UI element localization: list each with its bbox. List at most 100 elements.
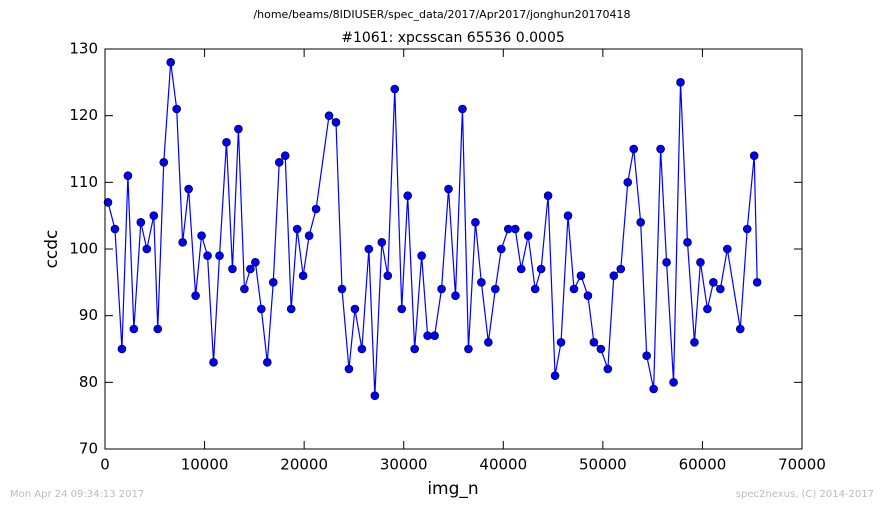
data-point [292, 224, 302, 234]
data-point [636, 218, 645, 227]
data-point [696, 258, 705, 267]
data-point [583, 291, 593, 300]
data-point [451, 291, 460, 300]
data-point [444, 184, 453, 194]
data-point [510, 224, 520, 234]
data-point [569, 284, 579, 294]
data-point [596, 344, 606, 354]
data-point [471, 218, 480, 227]
data-point [477, 278, 486, 287]
data-point [178, 238, 187, 247]
data-point [209, 358, 218, 367]
suptitle: /home/beams/8IDIUSER/spec_data/2017/Apr2… [253, 8, 630, 21]
data-point [656, 144, 665, 154]
data-point [458, 104, 467, 114]
x-tick-label: 0 [100, 456, 110, 474]
data-point [536, 264, 546, 274]
x-tick-label: 60000 [679, 456, 727, 474]
data-point [716, 284, 725, 294]
data-point [403, 191, 412, 200]
data-point [383, 271, 393, 280]
data-point [110, 224, 120, 234]
data-point [123, 171, 133, 180]
data-point [103, 198, 113, 207]
y-tick-label: 70 [79, 440, 98, 458]
data-point [251, 258, 260, 267]
data-point [430, 331, 439, 340]
data-point [215, 251, 224, 260]
data-point [589, 338, 599, 347]
data-point [337, 284, 347, 294]
data-point [417, 251, 426, 260]
data-point [649, 384, 658, 394]
data-point [274, 158, 284, 167]
data-point [629, 144, 639, 154]
y-tick-label: 90 [79, 306, 98, 324]
data-point [136, 218, 146, 227]
y-tick-label: 130 [69, 40, 98, 58]
x-tick-label: 40000 [479, 456, 527, 474]
data-point [662, 258, 671, 267]
data-point [311, 204, 321, 214]
y-tick-label: 120 [69, 106, 98, 124]
data-point [268, 278, 278, 287]
data-point [690, 338, 699, 347]
data-point [576, 271, 586, 280]
data-point [184, 184, 193, 194]
x-tick-label: 50000 [579, 456, 627, 474]
footer-left: Mon Apr 24 09:34:13 2017 [10, 489, 144, 500]
chart-title: #1061: xpcsscan 65536 0.0005 [341, 30, 565, 46]
data-point [556, 338, 566, 347]
data-point [723, 244, 732, 254]
data-point [377, 238, 387, 247]
data-point [117, 344, 127, 354]
data-point [669, 378, 678, 387]
data-point [159, 158, 169, 167]
data-point [464, 344, 473, 354]
data-point [603, 364, 613, 374]
x-tick-label: 10000 [181, 456, 229, 474]
data-point [397, 304, 407, 314]
data-point [370, 391, 380, 400]
data-point [331, 118, 341, 127]
data-point [203, 251, 212, 260]
data-point [703, 304, 712, 314]
data-point [609, 271, 619, 280]
data-point [496, 244, 506, 254]
data-point [683, 238, 692, 247]
data-point [153, 324, 163, 334]
data-point [437, 284, 446, 294]
data-point [234, 124, 243, 134]
data-point [543, 191, 553, 200]
data-point [350, 304, 360, 314]
data-point [142, 244, 152, 254]
data-point [228, 264, 237, 274]
x-tick-label: 20000 [280, 456, 328, 474]
x-axis-label: img_n [427, 479, 478, 499]
data-point [484, 338, 493, 347]
data-point [280, 151, 290, 160]
data-point [344, 364, 354, 374]
data-point [735, 324, 745, 334]
data-point [676, 78, 685, 87]
data-point [364, 244, 374, 254]
data-point [623, 178, 633, 187]
data-point [642, 351, 651, 360]
footer-right: spec2nexus, (C) 2014-2017 [736, 489, 874, 500]
y-axis-label: ccdc [42, 230, 62, 269]
data-point [749, 151, 759, 160]
data-point [550, 371, 560, 380]
data-point [709, 278, 718, 287]
y-tick-label: 100 [69, 240, 98, 258]
data-point [324, 111, 334, 120]
data-point [286, 304, 296, 314]
data-point [191, 291, 200, 300]
data-point [240, 284, 249, 294]
data-point [357, 344, 367, 354]
data-point [222, 138, 231, 147]
data-line [107, 62, 758, 396]
data-point [197, 231, 206, 240]
data-point [742, 224, 752, 234]
